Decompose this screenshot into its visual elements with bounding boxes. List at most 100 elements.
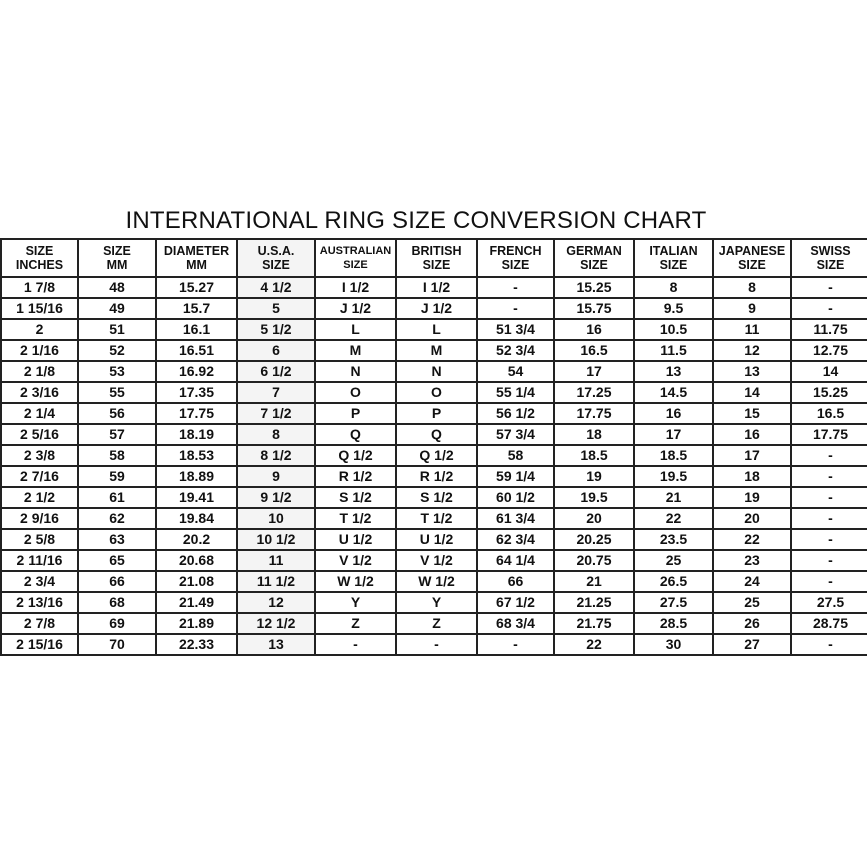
table-cell: 2 13/16 — [0, 591, 79, 614]
column-header-line: GERMAN — [566, 244, 622, 258]
table-row: 2 3/4 66 21.08 11 1/2 W 1/2 W 1/2 66 21 26.5 24- — [0, 570, 867, 593]
table-row: 2 3/8 58 18.53 8 1/2 Q 1/2 Q 1/2 58 18.5 18.5 17- — [0, 444, 867, 467]
table-cell: 2 3/8 — [0, 444, 79, 467]
table-cell: Q 1/2 — [395, 444, 478, 467]
table-cell: 7 1/2 — [236, 402, 316, 425]
table-cell: 6 — [236, 339, 316, 362]
table-cell: 2 11/16 — [0, 549, 79, 572]
table-cell: 56 — [77, 402, 157, 425]
table-cell: 10.5 — [633, 318, 714, 341]
column-header-line: DIAMETER — [163, 244, 230, 258]
column-header: ITALIAN SIZE — [633, 238, 714, 278]
table-cell: 57 — [77, 423, 157, 446]
column-header-line: FRENCH — [489, 244, 542, 258]
table-cell: 2 1/4 — [0, 402, 79, 425]
column-header: JAPANESE SIZE — [712, 238, 792, 278]
table-cell: 22 — [712, 528, 792, 551]
table-cell: 16 — [712, 423, 792, 446]
table-cell: - — [790, 528, 867, 551]
table-cell: - — [790, 507, 867, 530]
table-cell: 59 — [77, 465, 157, 488]
column-header-line: AUSTRALIAN — [319, 245, 392, 257]
table-cell: 9 1/2 — [236, 486, 316, 509]
table-cell: - — [790, 444, 867, 467]
table-cell: - — [476, 276, 555, 299]
table-cell: 20.68 — [155, 549, 238, 572]
table-row: 2 5/16 57 18.19 8 Q Q 57 3/4 18 17 16 17.75 — [0, 423, 867, 446]
table-cell: 5 1/2 — [236, 318, 316, 341]
table-cell: 14 — [790, 360, 867, 383]
column-header-line: MM — [106, 258, 128, 272]
column-header-line: SIZE — [103, 244, 131, 258]
chart-title: INTERNATIONAL RING SIZE CONVERSION CHART — [125, 207, 707, 234]
table-cell: 17 — [633, 423, 714, 446]
table-cell: 15.7 — [155, 297, 238, 320]
table-cell: O — [314, 381, 397, 404]
table-cell: 12 — [236, 591, 316, 614]
column-header: SIZE INCHES — [0, 238, 79, 278]
column-header-line: ITALIAN — [649, 244, 698, 258]
table-cell: 17.35 — [155, 381, 238, 404]
table-cell: P — [395, 402, 478, 425]
table-cell: - — [476, 297, 555, 320]
table-cell: L — [314, 318, 397, 341]
table-cell: M — [395, 339, 478, 362]
table-cell: 18.5 — [633, 444, 714, 467]
table-cell: 11 — [712, 318, 792, 341]
table-cell: 7 — [236, 381, 316, 404]
table-cell: 2 1/2 — [0, 486, 79, 509]
table-cell: 10 — [236, 507, 316, 530]
column-header-line: SIZE — [738, 258, 766, 272]
table-cell: - — [476, 633, 555, 656]
column-header-line: SIZE — [25, 244, 54, 258]
table-cell: 9 — [236, 465, 316, 488]
table-cell: 55 1/4 — [476, 381, 555, 404]
table-cell: 8 1/2 — [236, 444, 316, 467]
table-cell: 4 1/2 — [236, 276, 316, 299]
table-cell: 23 — [712, 549, 792, 572]
table-cell: J 1/2 — [395, 297, 478, 320]
table-cell: 64 1/4 — [476, 549, 555, 572]
table-cell: 11.5 — [633, 339, 714, 362]
table-row: 2 1/2 61 19.41 9 1/2 S 1/2 S 1/2 60 1/2 19.5 21 1… — [0, 486, 867, 509]
table-cell: 52 — [77, 339, 157, 362]
table-cell: 63 — [77, 528, 157, 551]
table-row: 2 1/16 52 16.51 6 M M 52 3/4 16.5 11.5 12 12.75 — [0, 339, 867, 362]
table-cell: 26 — [712, 612, 792, 635]
table-cell: O — [395, 381, 478, 404]
table-cell: 62 3/4 — [476, 528, 555, 551]
table-cell: - — [790, 465, 867, 488]
table-cell: V 1/2 — [314, 549, 397, 572]
table-cell: 21 — [633, 486, 714, 509]
table-cell: 66 — [476, 570, 555, 593]
table-cell: R 1/2 — [314, 465, 397, 488]
table-cell: 16.5 — [790, 402, 867, 425]
table-cell: 28.75 — [790, 612, 867, 635]
column-header: SIZE MM — [77, 238, 157, 278]
column-header-line: JAPANESE — [718, 244, 786, 258]
table-cell: 52 3/4 — [476, 339, 555, 362]
table-cell: 25 — [633, 549, 714, 572]
table-row: 2 11/16 65 20.68 11 V 1/2 V 1/2 64 1/4 20.75 25 2… — [0, 549, 867, 572]
table-cell: 18 — [712, 465, 792, 488]
table-cell: 54 — [476, 360, 555, 383]
table-cell: 66 — [77, 570, 157, 593]
table-cell: 11 1/2 — [236, 570, 316, 593]
ring-size-table: SIZE INCHES SIZE MM DIAMETER MM U.S.A. SIZE AUST… — [0, 238, 867, 656]
table-cell: 12 1/2 — [236, 612, 316, 635]
table-cell: 2 5/16 — [0, 423, 79, 446]
table-cell: 53 — [77, 360, 157, 383]
column-header-line: MM — [186, 258, 207, 272]
table-cell: 22.33 — [155, 633, 238, 656]
table-cell: 17.75 — [553, 402, 635, 425]
table-cell: 2 1/16 — [0, 339, 79, 362]
table-cell: V 1/2 — [395, 549, 478, 572]
table-cell: U 1/2 — [395, 528, 478, 551]
table-cell: T 1/2 — [314, 507, 397, 530]
table-cell: 2 7/8 — [0, 612, 79, 635]
table-cell: N — [314, 360, 397, 383]
table-cell: 19.84 — [155, 507, 238, 530]
column-header: FRENCH SIZE — [476, 238, 555, 278]
table-cell: P — [314, 402, 397, 425]
table-cell: 12.75 — [790, 339, 867, 362]
